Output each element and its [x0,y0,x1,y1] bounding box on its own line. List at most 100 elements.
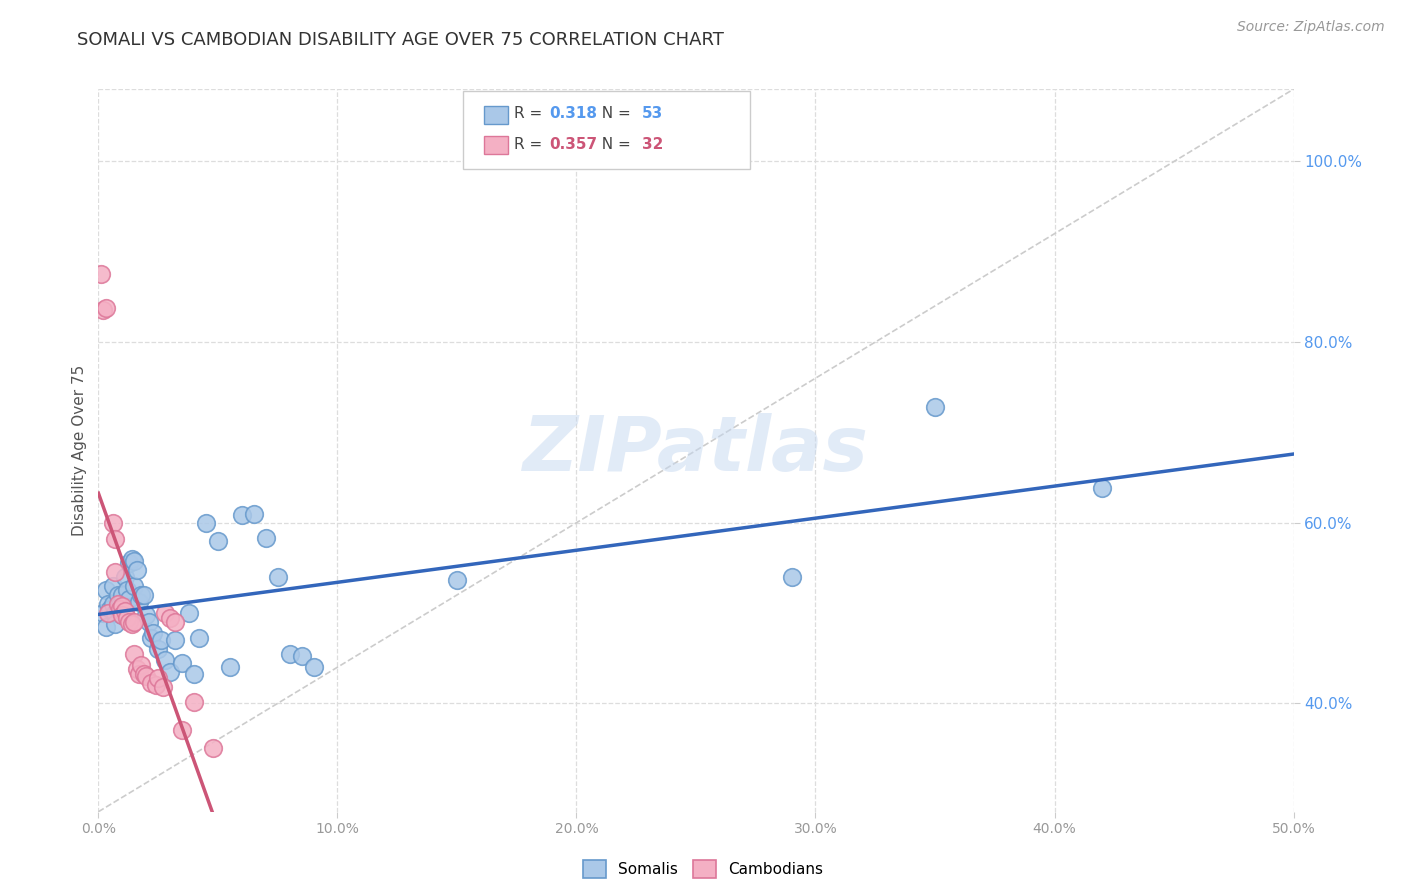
Point [142,626,165,640]
Text: SOMALI VS CAMBODIAN DISABILITY AGE OVER 75 CORRELATION CHART: SOMALI VS CAMBODIAN DISABILITY AGE OVER … [77,31,724,49]
Point [183,667,205,681]
Point [108,601,131,615]
Point [114,570,136,584]
Point [121,616,143,631]
Point [231,508,253,523]
Point [243,507,266,521]
Point [172,723,194,738]
Point [115,583,138,598]
Point [107,597,129,611]
Point [115,610,138,624]
Point [111,607,134,622]
Point [107,601,129,615]
Text: N =: N = [592,106,636,121]
Point [159,665,181,679]
Point [155,606,177,620]
Point [148,671,170,685]
Point [114,599,136,613]
Point [94,619,117,633]
Bar [485,106,509,124]
Point [132,667,155,681]
Point [111,588,134,602]
Point [114,604,136,618]
Point [278,647,301,661]
Point [291,649,314,664]
Point [139,676,162,690]
Text: N =: N = [592,137,636,153]
Point [128,667,150,681]
Point [183,694,205,708]
Point [97,606,120,620]
Point [101,597,124,611]
Point [267,570,290,584]
Point [145,678,167,692]
Point [104,606,127,620]
Point [118,557,141,571]
Point [125,662,148,676]
Point [131,658,153,673]
Point [1091,482,1114,496]
Point [101,516,124,530]
Point [128,595,150,609]
Point [104,566,127,580]
Point [780,570,803,584]
Point [118,615,141,629]
Point [91,606,114,620]
Point [124,615,146,629]
Point [149,633,172,648]
Point [94,301,117,315]
Text: R =: R = [515,106,547,121]
Point [302,660,325,674]
Point [124,554,146,568]
Point [97,597,120,611]
Point [163,633,186,648]
Point [94,583,117,598]
Point [148,642,170,657]
Point [163,615,186,629]
Point [107,588,129,602]
Point [179,606,201,620]
Text: Source: ZipAtlas.com: Source: ZipAtlas.com [1237,20,1385,34]
Point [132,588,155,602]
Point [219,660,242,674]
Point [152,680,174,694]
Point [111,607,134,622]
Point [108,597,131,611]
Point [138,615,160,629]
Point [121,551,143,566]
Bar [485,136,509,154]
Point [254,531,277,545]
Y-axis label: Disability Age Over 75: Disability Age Over 75 [72,365,87,536]
Point [187,632,209,646]
Point [111,599,134,613]
Point [91,303,114,318]
Point [101,579,124,593]
Text: 0.318: 0.318 [548,106,598,121]
Point [124,647,146,661]
FancyBboxPatch shape [463,91,749,169]
Point [159,610,181,624]
Point [125,563,148,577]
Text: 0.357: 0.357 [548,137,598,153]
Point [155,653,177,667]
Point [202,741,225,756]
Text: ZIPatlas: ZIPatlas [523,414,869,487]
Point [118,592,141,607]
Point [195,516,218,530]
Point [90,268,112,282]
Point [139,632,162,646]
Point [172,656,194,670]
Text: 32: 32 [643,137,664,153]
Point [104,616,127,631]
Text: 53: 53 [643,106,664,121]
Point [924,400,946,414]
Point [124,579,146,593]
Point [207,533,229,548]
Point [98,601,122,615]
Point [135,607,157,622]
Text: R =: R = [515,137,547,153]
Point [104,532,127,546]
Legend: Somalis, Cambodians: Somalis, Cambodians [576,854,830,884]
Point [446,573,468,587]
Point [135,669,157,683]
